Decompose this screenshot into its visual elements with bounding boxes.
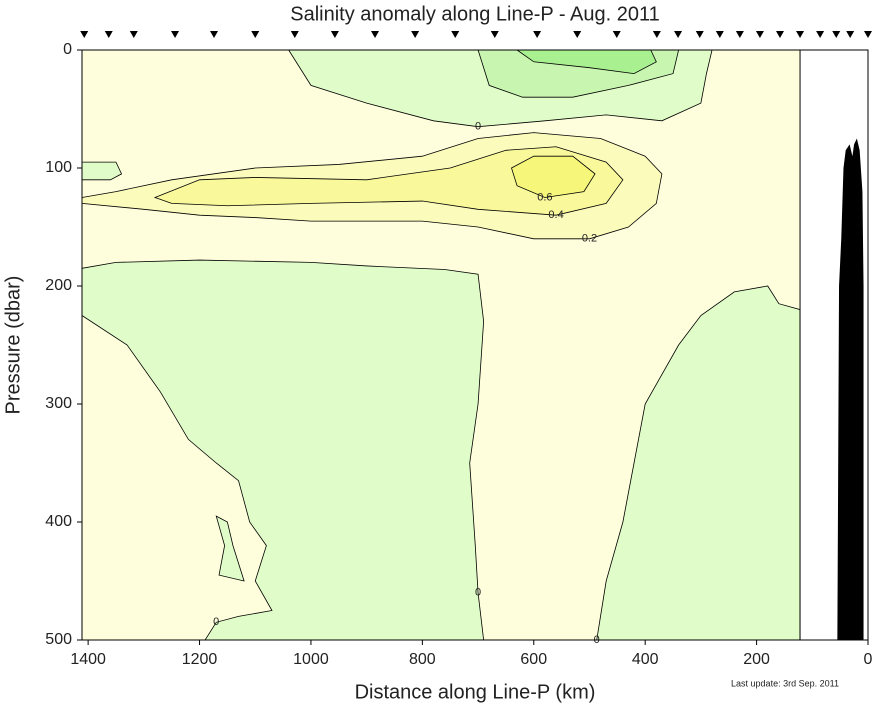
contour-label: 0 xyxy=(213,616,219,628)
x-tick-label: 400 xyxy=(632,651,659,668)
station-marker xyxy=(411,31,420,38)
x-axis-label: Distance along Line-P (km) xyxy=(355,681,596,703)
y-tick-label: 0 xyxy=(63,41,72,58)
station-marker xyxy=(533,31,542,38)
station-marker xyxy=(451,31,460,38)
station-marker xyxy=(715,31,724,38)
station-marker xyxy=(735,31,744,38)
contour xyxy=(153,146,624,216)
station-marker xyxy=(104,31,113,38)
station-marker xyxy=(171,31,180,38)
x-tick-label: 1200 xyxy=(182,651,218,668)
y-tick-label: 500 xyxy=(45,631,72,648)
station-marker xyxy=(371,31,380,38)
station-marker xyxy=(816,31,825,38)
y-tick-label: 400 xyxy=(45,513,72,530)
y-axis-label: Pressure (dbar) xyxy=(2,276,24,415)
station-marker xyxy=(846,31,855,38)
contour xyxy=(511,155,596,198)
contour-label: 0 xyxy=(475,121,481,133)
contour xyxy=(81,161,123,181)
x-tick-label: 600 xyxy=(520,651,547,668)
station-marker xyxy=(864,31,872,38)
station-marker xyxy=(251,31,260,38)
station-marker xyxy=(755,31,764,38)
y-tick-label: 200 xyxy=(45,277,72,294)
station-marker xyxy=(129,31,138,38)
station-marker xyxy=(80,31,89,38)
chart-title: Salinity anomaly along Line-P - Aug. 201… xyxy=(290,3,660,25)
update-note: Last update: 3rd Sep. 2011 xyxy=(731,678,839,688)
station-marker xyxy=(330,31,339,38)
station-marker xyxy=(796,31,805,38)
y-tick-label: 300 xyxy=(45,395,72,412)
contour xyxy=(215,515,245,582)
station-marker xyxy=(695,31,704,38)
x-tick-label: 800 xyxy=(409,651,436,668)
x-tick-label: 0 xyxy=(864,651,873,668)
contour-label: 0.4 xyxy=(548,209,563,221)
station-marker xyxy=(832,31,841,38)
contour-label: 0.6 xyxy=(537,191,552,203)
x-tick-label: 1000 xyxy=(293,651,329,668)
station-marker xyxy=(775,31,784,38)
station-marker xyxy=(674,31,683,38)
station-marker xyxy=(490,31,499,38)
x-tick-label: 1400 xyxy=(70,651,106,668)
contour-label: 0.2 xyxy=(582,233,597,245)
station-marker xyxy=(210,31,219,38)
station-marker xyxy=(290,31,299,38)
contour-label: 0 xyxy=(475,587,481,599)
x-tick-label: 200 xyxy=(743,651,770,668)
station-marker xyxy=(573,31,582,38)
station-marker xyxy=(612,31,621,38)
plot-frame xyxy=(81,49,869,641)
station-marker xyxy=(652,31,661,38)
bathymetry xyxy=(837,138,864,640)
y-tick-label: 100 xyxy=(45,159,72,176)
